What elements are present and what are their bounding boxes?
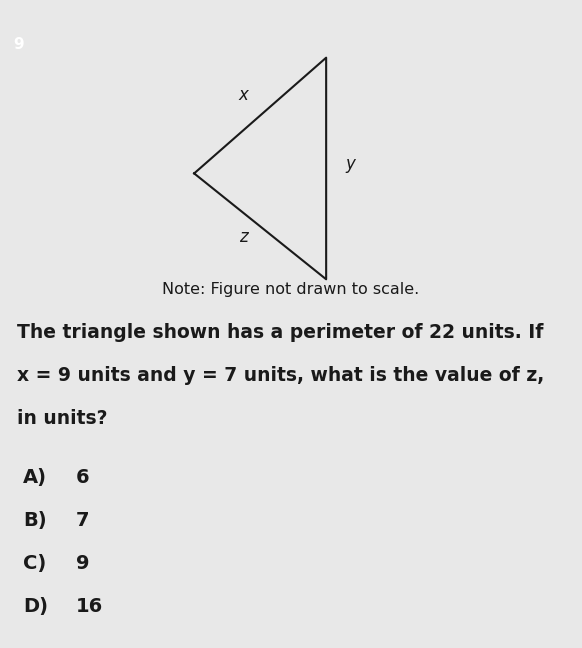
Text: 16: 16 (76, 597, 103, 616)
Text: in units?: in units? (17, 410, 108, 428)
Text: C): C) (23, 554, 47, 573)
Text: 9: 9 (13, 37, 24, 52)
Text: 9: 9 (76, 554, 89, 573)
Text: Note: Figure not drawn to scale.: Note: Figure not drawn to scale. (162, 282, 420, 297)
Text: z: z (239, 229, 247, 246)
Text: The triangle shown has a perimeter of 22 units. If: The triangle shown has a perimeter of 22… (17, 323, 544, 342)
Text: 6: 6 (76, 468, 89, 487)
Text: y: y (346, 155, 356, 172)
Text: x: x (238, 86, 248, 104)
Text: x = 9 units and y = 7 units, what is the value of z,: x = 9 units and y = 7 units, what is the… (17, 366, 545, 385)
Text: 7: 7 (76, 511, 89, 530)
Text: D): D) (23, 597, 48, 616)
Text: A): A) (23, 468, 47, 487)
Text: B): B) (23, 511, 47, 530)
